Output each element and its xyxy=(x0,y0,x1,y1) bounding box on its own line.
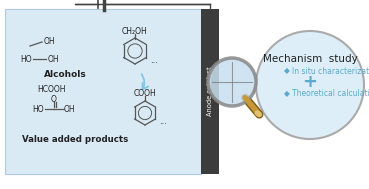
Text: +: + xyxy=(303,73,317,91)
Bar xyxy=(5,9,201,174)
Text: ···: ··· xyxy=(159,121,167,129)
Text: CH₂OH: CH₂OH xyxy=(122,26,148,36)
Text: In situ characterization: In situ characterization xyxy=(292,67,369,75)
Text: Theoretical calculation: Theoretical calculation xyxy=(292,90,369,98)
Text: HO: HO xyxy=(20,54,32,64)
Text: Value added products: Value added products xyxy=(22,135,128,144)
Text: ◆: ◆ xyxy=(284,67,290,75)
Text: COOH: COOH xyxy=(134,88,156,98)
Text: O: O xyxy=(51,94,57,104)
Bar xyxy=(201,9,219,174)
FancyArrowPatch shape xyxy=(142,74,148,89)
Text: Alcohols: Alcohols xyxy=(44,70,86,79)
Text: OH: OH xyxy=(48,54,60,64)
Circle shape xyxy=(256,31,364,139)
Text: ⚡: ⚡ xyxy=(89,0,96,2)
Text: ···: ··· xyxy=(150,60,158,68)
Text: HCOOH: HCOOH xyxy=(38,85,66,94)
Text: OH: OH xyxy=(44,36,56,46)
Text: Mechanism  study: Mechanism study xyxy=(263,54,357,64)
Circle shape xyxy=(208,58,256,106)
Text: Anode catalyst: Anode catalyst xyxy=(207,67,213,116)
Text: HO: HO xyxy=(32,105,44,114)
Text: ◆: ◆ xyxy=(284,90,290,98)
Text: OH: OH xyxy=(64,105,76,114)
